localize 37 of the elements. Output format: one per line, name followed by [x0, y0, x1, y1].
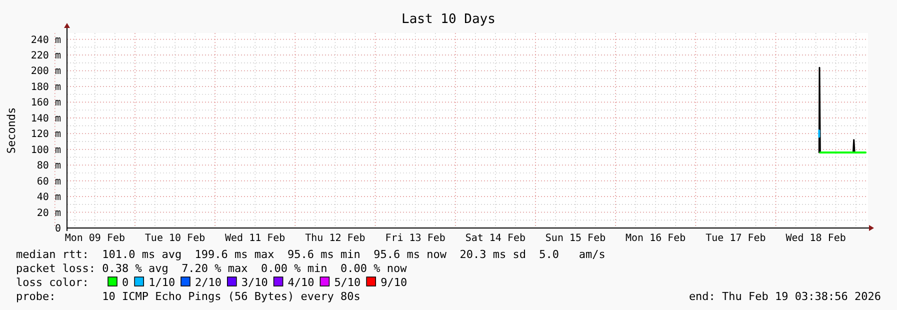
legend-label: 5/10 — [334, 276, 361, 289]
y-tick-label: 100 m — [30, 144, 61, 156]
y-tick-label: 40 m — [36, 192, 61, 204]
y-tick-label: 180 m — [30, 82, 61, 93]
x-tick-label: Wed 18 Feb — [786, 233, 846, 244]
y-tick-label: 20 m — [36, 208, 61, 219]
text: packet loss: 0.38 % avg 7.20 % max 0.00 % min 0.00 % now — [16, 262, 408, 275]
legend-label: 1/10 — [148, 276, 176, 289]
x-tick-label: Mon 16 Feb — [626, 233, 686, 244]
chart-title: Last 10 Days — [402, 12, 496, 27]
y-tick-label: 160 m — [30, 98, 61, 109]
x-tick-label: Sat 14 Feb — [465, 233, 526, 244]
y-tick-label: 200 m — [30, 66, 61, 78]
legend-label: 4/10 — [288, 276, 314, 289]
legend-label: 2/10 — [195, 276, 222, 289]
x-tick-label: Thu 12 Feb — [305, 233, 366, 244]
y-tick-label: 220 m — [30, 50, 61, 62]
text: median rtt: 101.0 ms avg 199.6 ms max 95.6 ms min 95.6 ms now 20.3 ms sd 5.0 am/s — [16, 248, 606, 261]
text: end: Thu Feb 19 03:38:56 2026 — [688, 290, 881, 303]
y-tick-label: 80 m — [36, 160, 61, 172]
legend-label: 3/10 — [241, 276, 268, 289]
x-tick-label: Sun 15 Feb — [545, 233, 606, 244]
x-tick-label: Tue 17 Feb — [706, 233, 766, 244]
y-axis-title: Seconds — [5, 107, 18, 154]
y-tick-label: 240 m — [30, 34, 61, 46]
x-tick-label: Fri 13 Feb — [385, 233, 446, 244]
legend-label: 9/10 — [380, 276, 408, 289]
x-tick-label: Wed 11 Feb — [225, 233, 286, 244]
legend-label: 0 — [122, 276, 129, 289]
legend-title: loss color: — [16, 276, 89, 289]
y-tick-label: 120 m — [30, 129, 61, 140]
y-tick-label: 0 — [54, 224, 61, 234]
y-tick-label: 60 m — [36, 176, 61, 188]
text: probe: 10 ICMP Echo Pings (56 Bytes) every 80s — [16, 290, 360, 303]
y-tick-label: 140 m — [30, 113, 61, 124]
x-tick-label: Mon 09 Feb — [64, 233, 126, 244]
x-tick-label: Tue 10 Feb — [144, 233, 206, 244]
